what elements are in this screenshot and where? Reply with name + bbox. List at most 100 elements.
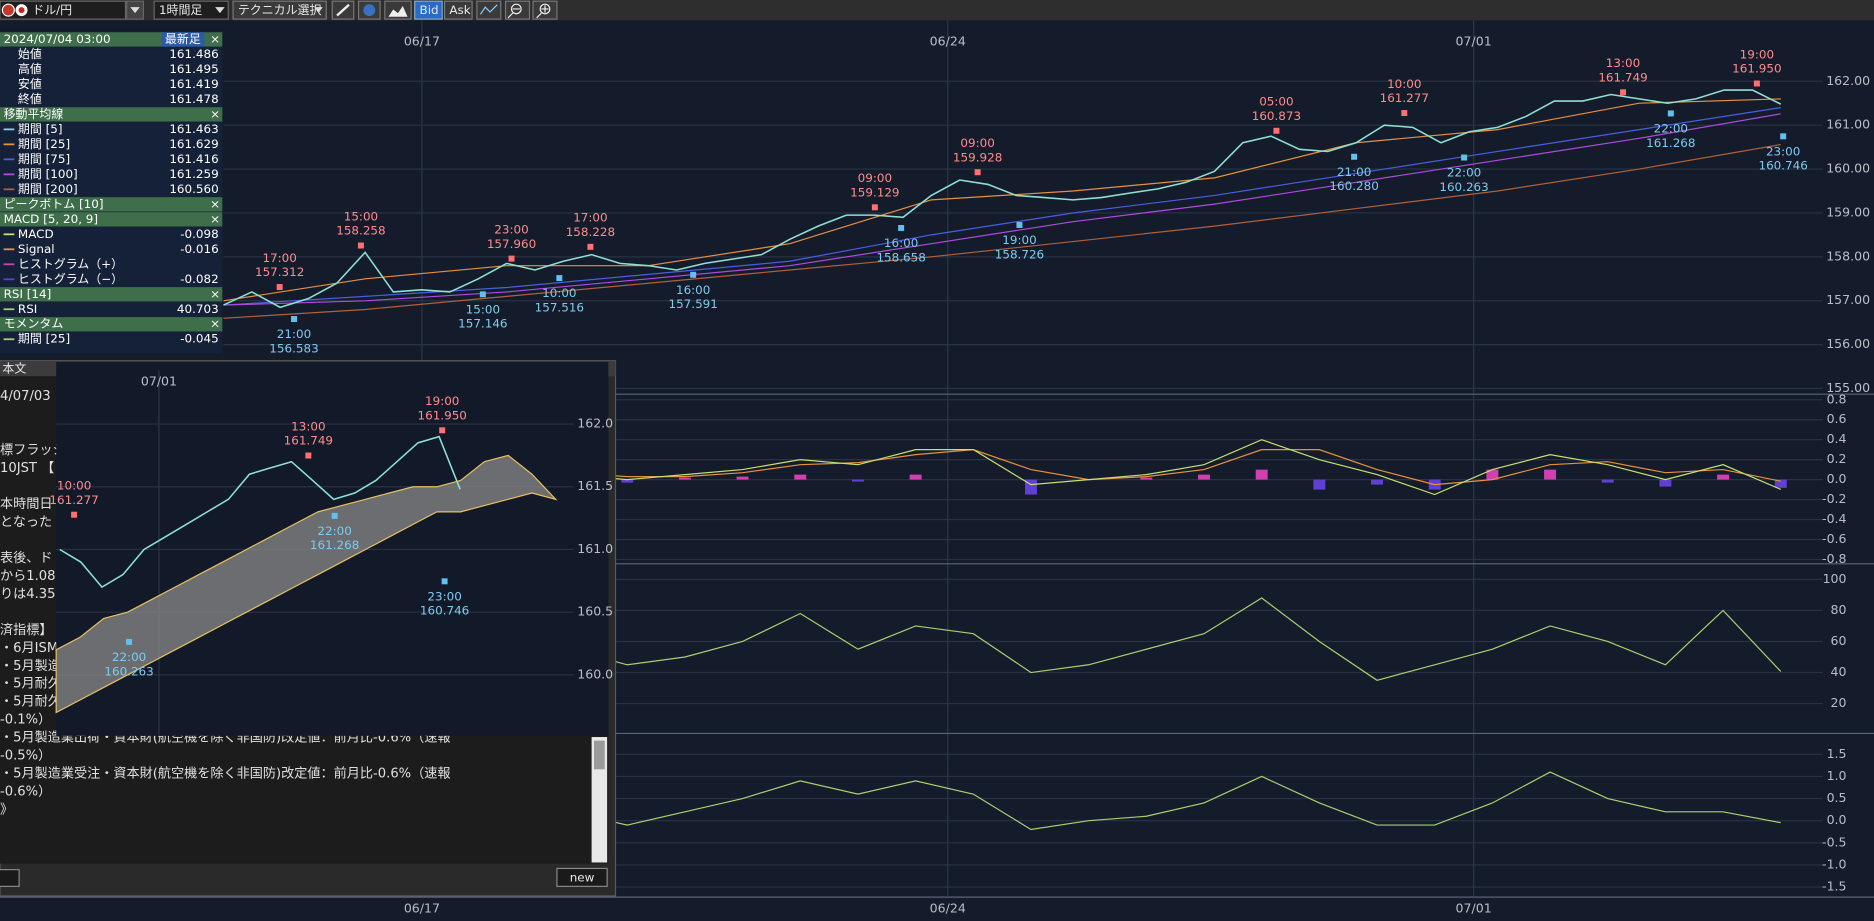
marker-price: 157.146 xyxy=(458,317,507,331)
close-icon[interactable]: × xyxy=(210,287,220,301)
close-icon[interactable]: × xyxy=(210,107,220,121)
bottom-marker xyxy=(1016,221,1023,228)
marker-price: 161.277 xyxy=(1380,91,1429,105)
indicator-value: -0.098 xyxy=(180,227,218,241)
marker-time: 13:00 xyxy=(291,419,325,433)
pair: ドル/円 xyxy=(32,3,72,17)
y-tick-label: -0.2 xyxy=(1822,491,1846,506)
marker-time: 23:00 xyxy=(1766,144,1800,158)
histogram-bar xyxy=(1024,479,1037,495)
section-title[interactable]: 移動平均線 xyxy=(4,106,64,121)
histogram-bar xyxy=(1486,469,1499,480)
close-icon[interactable]: × xyxy=(210,212,220,226)
mini-y-tick-label: 161.0 xyxy=(577,541,613,556)
mini-price-line xyxy=(59,435,461,589)
histogram-bar xyxy=(851,479,864,482)
marker-time: 19:00 xyxy=(1740,47,1774,61)
scroll-thumb xyxy=(593,740,605,770)
y-tick-label: 40 xyxy=(1831,664,1847,679)
y-tick-label: 158.00 xyxy=(1826,248,1870,263)
section-title[interactable]: モメンタム xyxy=(4,317,64,331)
marker-time: 19:00 xyxy=(1002,233,1036,247)
y-tick-label: 162.00 xyxy=(1826,73,1870,88)
histogram-bar xyxy=(794,474,807,480)
indicator-value: 161.259 xyxy=(169,167,218,181)
news-line: ・5月耐久 xyxy=(0,676,61,692)
y-tick-label: -0.8 xyxy=(1822,551,1846,566)
bottom-marker xyxy=(126,638,133,645)
peak-marker xyxy=(587,243,594,250)
button[interactable] xyxy=(0,869,20,887)
marker-time: 23:00 xyxy=(427,589,461,603)
histogram-bar xyxy=(1313,479,1326,490)
close-icon[interactable]: × xyxy=(210,32,220,46)
histogram-bar xyxy=(736,476,749,480)
y-tick-label: 20 xyxy=(1831,695,1847,710)
y-tick-label: 0.4 xyxy=(1827,431,1847,446)
marker-time: 21:00 xyxy=(1337,165,1371,179)
histogram-bar xyxy=(621,479,634,483)
marker-price: 156.583 xyxy=(269,341,318,355)
indicator-name: 期間 [25] xyxy=(18,332,70,346)
pair-select[interactable] xyxy=(0,0,127,20)
indicator-value: 161.463 xyxy=(169,122,218,136)
marker-price: 159.129 xyxy=(850,185,899,199)
peak-marker xyxy=(508,255,515,262)
marker-price: 157.516 xyxy=(535,300,584,314)
section-title[interactable]: MACD [5, 20, 9] xyxy=(4,212,98,226)
marker-time: 17:00 xyxy=(262,251,296,265)
technical-select[interactable] xyxy=(232,0,327,20)
peak-marker xyxy=(276,284,283,291)
y-tick-label: -1.5 xyxy=(1822,879,1846,894)
y-tick-label: -1.0 xyxy=(1822,856,1846,871)
news-line: となった xyxy=(0,514,52,530)
ask: Ask xyxy=(449,3,470,17)
bottom-marker xyxy=(556,275,563,282)
marker-price: 160.280 xyxy=(1329,179,1378,193)
y-tick-label: -0.5 xyxy=(1822,834,1846,849)
news-line: から1.08 xyxy=(0,568,55,584)
window-title: 本文 xyxy=(2,361,26,376)
marker-price: 157.591 xyxy=(668,297,717,311)
section-title[interactable]: ピークボトム [10] xyxy=(4,197,104,211)
marker-price: 161.268 xyxy=(310,538,359,552)
histogram-bar xyxy=(1544,469,1557,480)
close-icon[interactable]: × xyxy=(210,317,220,331)
ask-button[interactable] xyxy=(443,0,473,20)
section-bar xyxy=(0,212,223,227)
indicator-value: -0.045 xyxy=(180,332,218,346)
latest-label[interactable]: 最新足 xyxy=(165,31,201,46)
indicator-name: 期間 [100] xyxy=(18,167,78,181)
indicator-name: Signal xyxy=(18,242,55,256)
date-label: 07/01 xyxy=(1456,901,1492,916)
close-icon[interactable]: × xyxy=(210,197,220,211)
timeframe-select[interactable] xyxy=(153,0,229,20)
y-tick-label: 0.6 xyxy=(1827,411,1847,426)
y-tick-label: 156.00 xyxy=(1826,336,1870,351)
marker-price: 161.268 xyxy=(1646,136,1695,150)
ohlc-value: 161.486 xyxy=(169,47,218,61)
histogram-bar xyxy=(1255,469,1268,480)
new-button[interactable] xyxy=(556,867,608,887)
bid-button[interactable] xyxy=(414,0,443,20)
marker-price: 158.726 xyxy=(995,247,1044,261)
section-bar xyxy=(0,107,223,122)
peak-marker xyxy=(439,427,446,434)
technical: テクニカル選択 xyxy=(238,3,322,17)
marker-time: 22:00 xyxy=(1447,166,1481,180)
indicator-value: 161.416 xyxy=(169,152,218,166)
timeframe: 1時間足 xyxy=(159,3,202,17)
date-label: 07/01 xyxy=(1456,33,1492,48)
marker-price: 160.263 xyxy=(104,664,153,678)
mini-y-tick-label: 160.5 xyxy=(577,604,613,619)
section-title[interactable]: 2024/07/04 03:00 xyxy=(4,32,111,46)
marker-price: 161.749 xyxy=(1598,70,1647,84)
bottom-marker xyxy=(690,271,697,278)
new-button-label[interactable]: new xyxy=(570,870,595,884)
indicator-name: RSI xyxy=(18,302,37,316)
marker-time: 09:00 xyxy=(858,171,892,185)
bottom-marker xyxy=(898,224,905,231)
section-title[interactable]: RSI [14] xyxy=(4,287,52,301)
